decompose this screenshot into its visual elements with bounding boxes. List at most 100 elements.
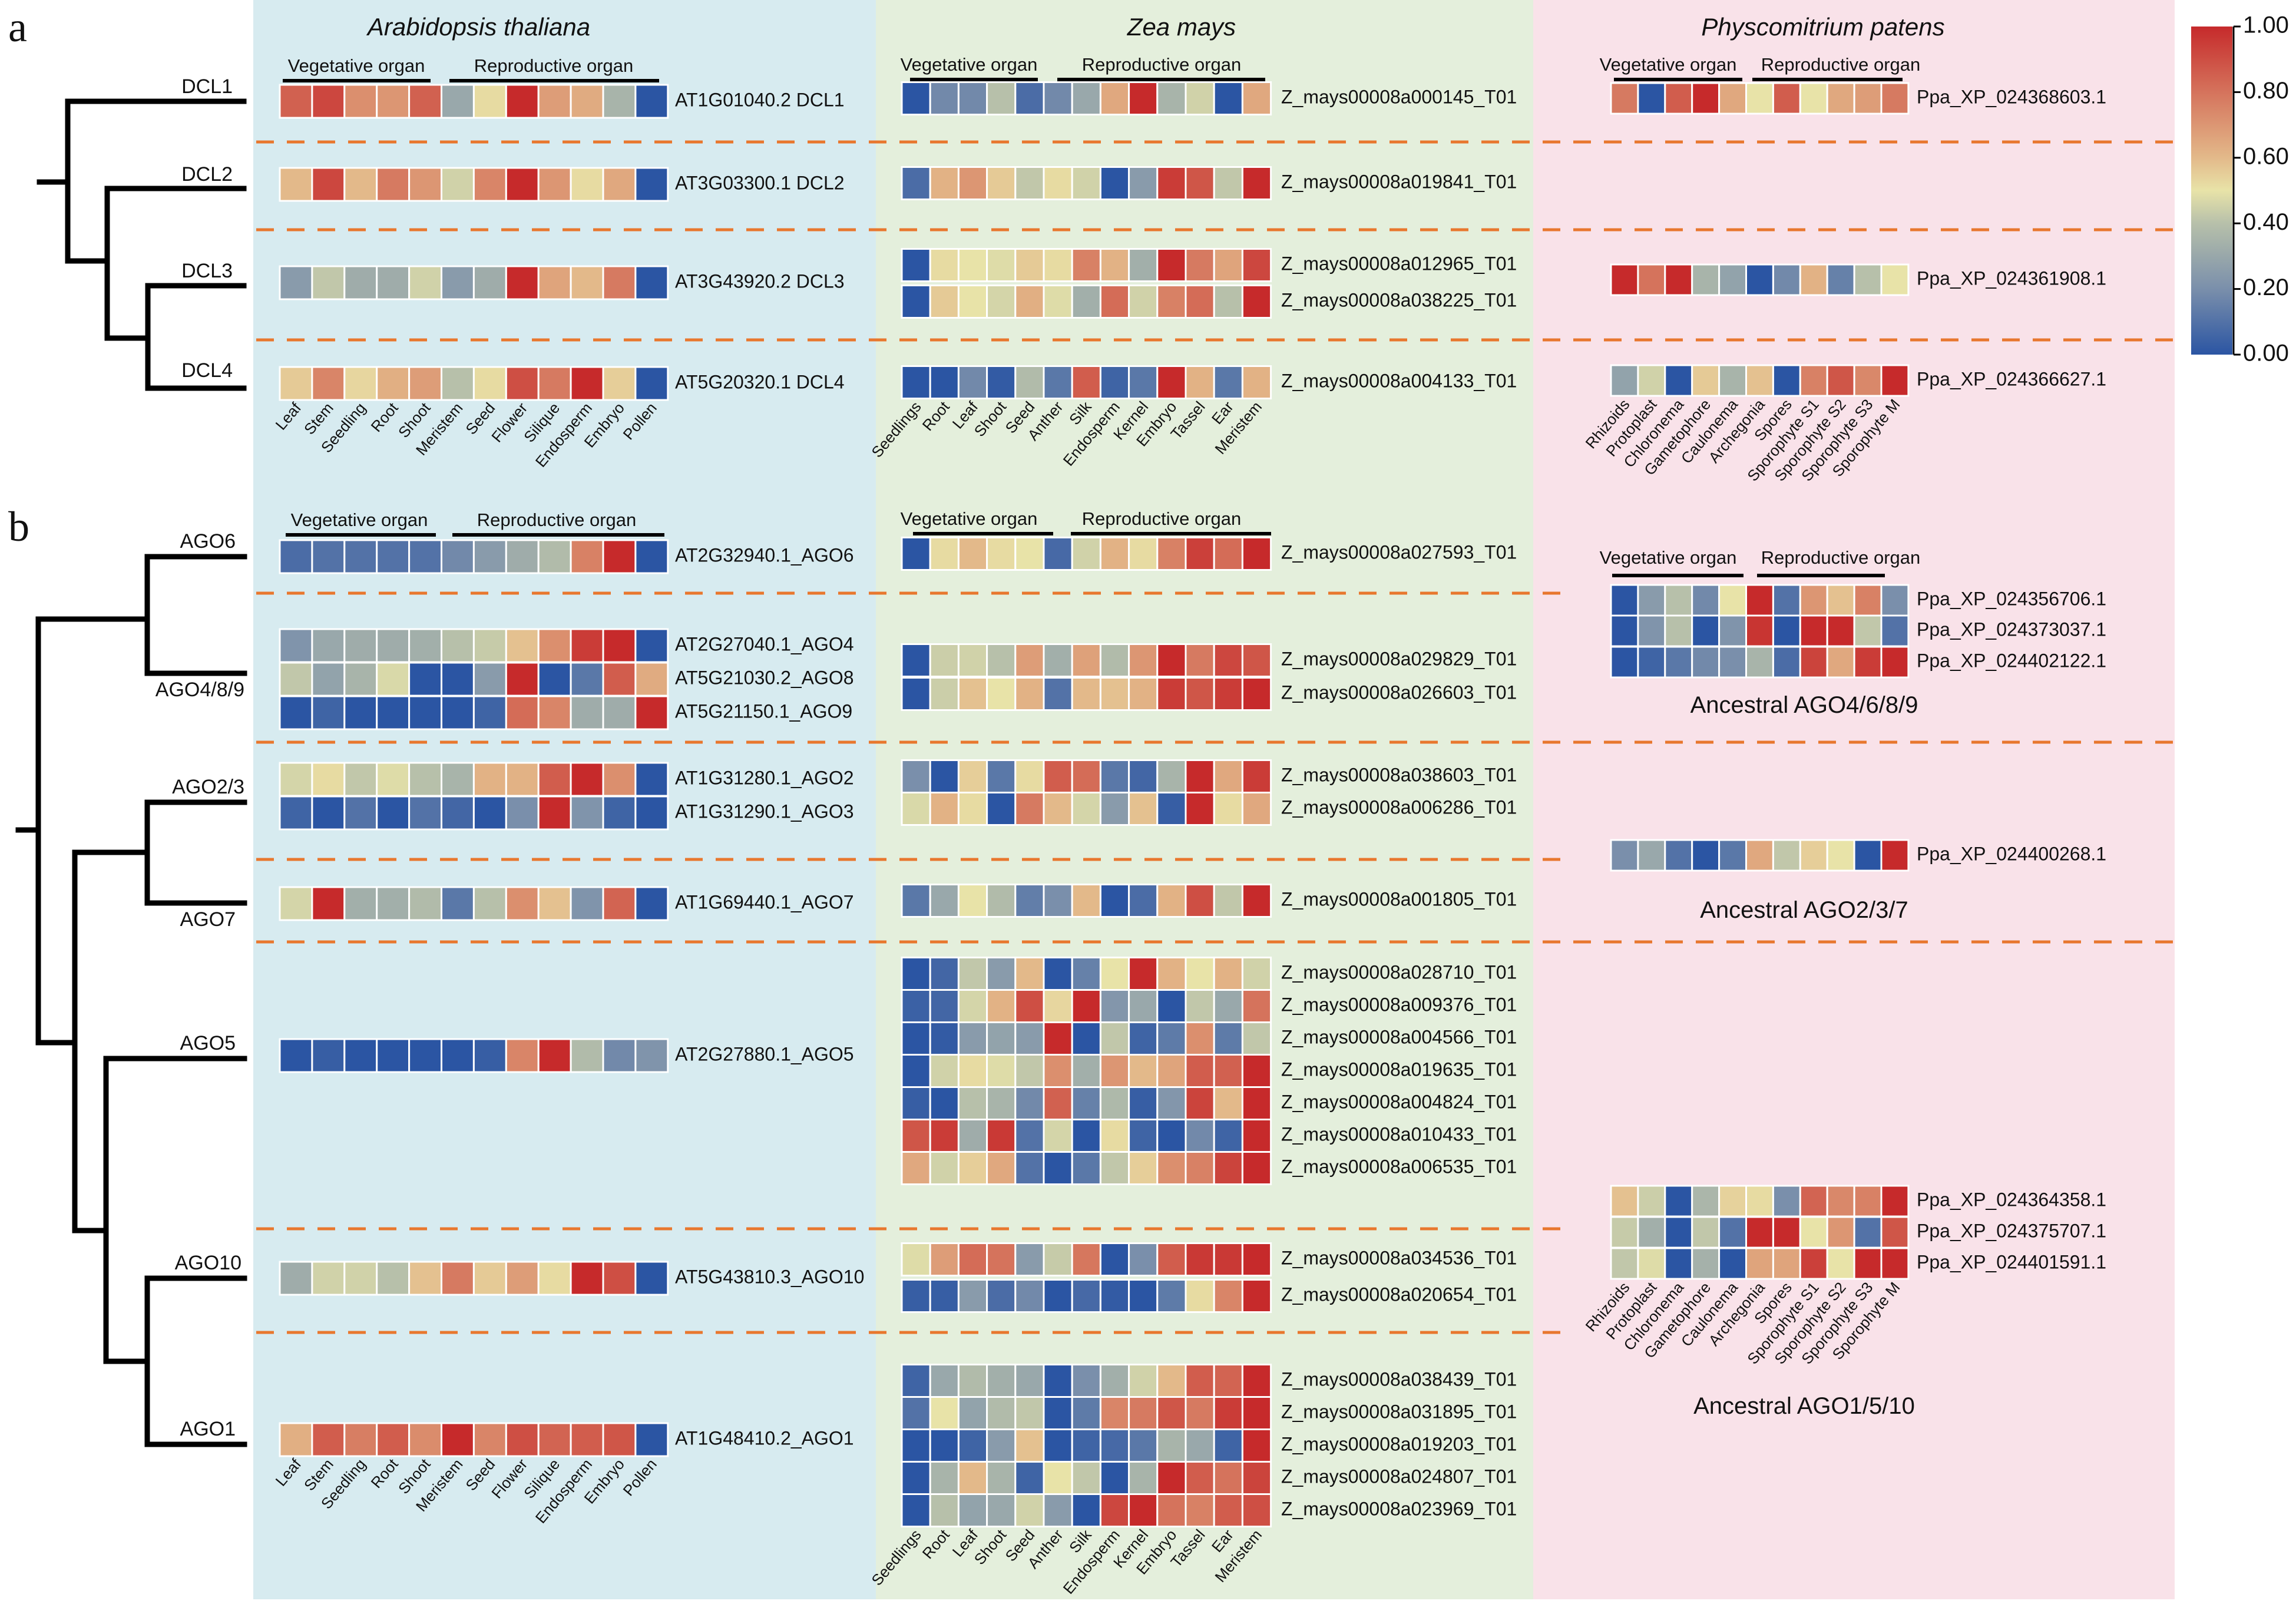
heatmap-cell — [1043, 537, 1073, 571]
gene-label: Z_mays00008a001805_T01 — [1281, 888, 1517, 910]
heatmap-cell — [1128, 643, 1159, 677]
heatmap-cell — [1071, 81, 1101, 115]
heatmap-cell — [986, 1364, 1017, 1398]
heatmap-cell — [1156, 1242, 1187, 1276]
heatmap-cell — [1241, 81, 1272, 115]
gene-label: AT2G32940.1_AGO6 — [675, 544, 854, 565]
heatmap-row: Ppa_XP_024361908.1 — [1610, 263, 2106, 296]
color-scale-tick-label: 0.80 — [2243, 78, 2289, 104]
heatmap-cell — [376, 1038, 411, 1073]
heatmap-cell — [1156, 643, 1187, 677]
heatmap-row: AT2G27040.1_AGO4 — [279, 628, 854, 663]
heatmap-cell — [537, 886, 572, 921]
heatmap-cell — [1185, 1279, 1215, 1313]
heatmap-cell — [1185, 1493, 1215, 1527]
heatmap-cell — [505, 167, 540, 202]
heatmap-cell — [986, 81, 1017, 115]
heatmap-cell — [537, 628, 572, 663]
heatmap-cell — [1880, 584, 1910, 617]
heatmap-cell — [1718, 839, 1748, 872]
heatmap-cell — [901, 1151, 931, 1185]
heatmap-cell — [1043, 1279, 1073, 1313]
heatmap-cell — [602, 539, 637, 574]
heatmap-cell — [408, 539, 442, 574]
heatmap-cell — [1128, 1396, 1159, 1430]
heatmap-cell — [957, 166, 988, 200]
species-title-physcomitrium: Physcomitrium patens — [1701, 13, 1944, 41]
heatmap-cell — [1718, 1185, 1748, 1218]
heatmap-cell — [929, 1054, 960, 1088]
tree-leaf-label: AGO7 — [180, 908, 236, 931]
heatmap-cell — [408, 762, 442, 797]
color-scale-tick-label: 1.00 — [2243, 12, 2289, 38]
gene-label: Ppa_XP_024375707.1 — [1917, 1220, 2106, 1241]
heatmap-cell — [376, 539, 411, 574]
heatmap-cell — [570, 695, 604, 730]
heatmap-cell — [634, 1038, 669, 1073]
heatmap-cell — [1014, 166, 1045, 200]
heatmap-cell — [279, 1038, 313, 1073]
heatmap-cell — [1213, 1151, 1243, 1185]
heatmap-cell — [472, 84, 507, 119]
heatmap-cell — [986, 285, 1017, 319]
heatmap-cell — [986, 759, 1017, 793]
heatmap-cell — [1853, 82, 1883, 115]
heatmap-cell — [376, 762, 411, 797]
heatmap-cell — [1071, 1054, 1101, 1088]
heatmap-cell — [343, 1422, 378, 1457]
heatmap-cell — [1213, 677, 1243, 711]
heatmap-cell — [1071, 884, 1101, 918]
heatmap-cell — [602, 1038, 637, 1073]
heatmap-cell — [1213, 792, 1243, 826]
heatmap-cell — [1156, 1021, 1187, 1056]
heatmap-cell — [472, 628, 507, 663]
heatmap-cell — [1880, 1216, 1910, 1249]
heatmap-cell — [570, 886, 604, 921]
heatmap-cell — [1099, 285, 1130, 319]
heatmap-cell — [1241, 1396, 1272, 1430]
heatmap-cell — [1880, 1247, 1910, 1280]
gene-label: Z_mays00008a031895_T01 — [1281, 1401, 1517, 1422]
heatmap-cell — [1043, 1021, 1073, 1056]
heatmap-cell — [570, 366, 604, 401]
heatmap-cell — [1071, 677, 1101, 711]
heatmap-cell — [1718, 1216, 1748, 1249]
heatmap-cell — [1826, 1185, 1855, 1218]
heatmap-cell — [1745, 82, 1774, 115]
heatmap-cell — [1241, 759, 1272, 793]
heatmap-cell — [634, 167, 669, 202]
heatmap-cell — [929, 884, 960, 918]
heatmap-row: Ppa_XP_024375707.1 — [1610, 1216, 2106, 1249]
heatmap-cell — [343, 265, 378, 300]
gene-label: AT1G31280.1_AGO2 — [675, 767, 854, 788]
heatmap-cell — [1014, 1279, 1045, 1313]
heatmap-row: Z_mays00008a026603_T01 — [901, 677, 1517, 711]
heatmap-cell — [1772, 646, 1801, 679]
heatmap-cell — [505, 886, 540, 921]
heatmap-cell — [1099, 792, 1130, 826]
heatmap-cell — [1156, 1428, 1187, 1463]
heatmap-cell — [1014, 81, 1045, 115]
heatmap-cell — [537, 1038, 572, 1073]
heatmap-cell — [1099, 365, 1130, 399]
heatmap-cell — [311, 1038, 346, 1073]
heatmap-cell — [1880, 614, 1910, 647]
heatmap-cell — [957, 677, 988, 711]
tree-leaf-label: AGO1 — [180, 1418, 236, 1440]
heatmap-cell — [929, 537, 960, 571]
heatmap-cell — [279, 84, 313, 119]
heatmap-cell — [1099, 537, 1130, 571]
heatmap-cell — [901, 537, 931, 571]
heatmap-cell — [441, 84, 475, 119]
color-scale-tick-label: 0.00 — [2243, 340, 2289, 366]
heatmap-cell — [1718, 614, 1748, 647]
heatmap-cell — [1691, 1216, 1721, 1249]
heatmap-cell — [1637, 82, 1666, 115]
heatmap-cell — [537, 695, 572, 730]
heatmap-cell — [1185, 81, 1215, 115]
heatmap-cell — [1241, 677, 1272, 711]
heatmap-cell — [1637, 1185, 1666, 1218]
heatmap-cell — [602, 662, 637, 697]
heatmap-cell — [1241, 365, 1272, 399]
heatmap-cell — [1071, 1364, 1101, 1398]
